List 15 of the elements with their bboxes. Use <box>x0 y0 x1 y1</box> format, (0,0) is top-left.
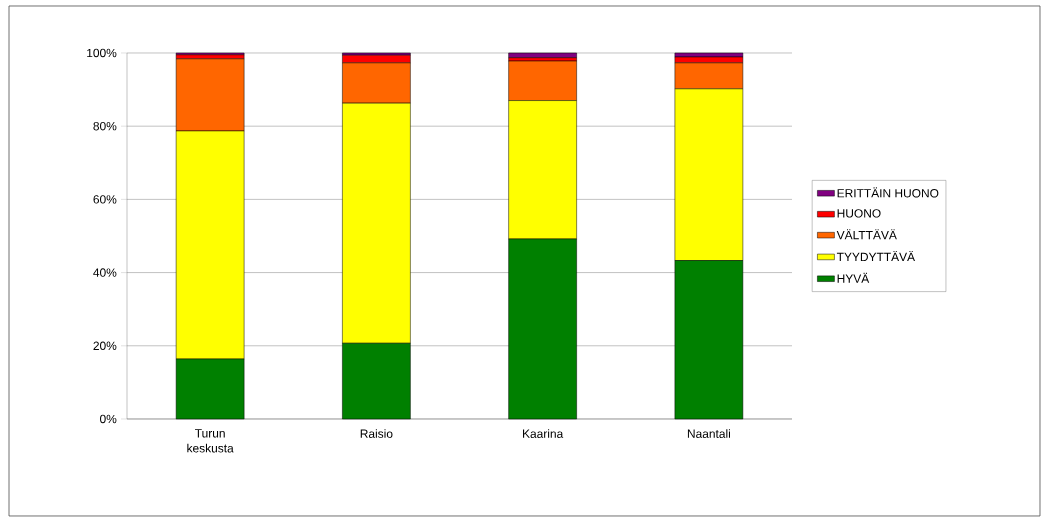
y-tick-label: 60% <box>93 195 117 204</box>
legend-label: HUONO <box>837 209 881 218</box>
x-tick-label: Raisio <box>360 429 393 438</box>
x-tick-label: Naantali <box>687 429 730 438</box>
x-tick-label: Kaarina <box>523 429 564 438</box>
y-tick-label: 40% <box>93 268 117 277</box>
legend-label: VÄLTTÄVÄ <box>836 229 897 240</box>
y-tick-label: 80% <box>93 121 117 131</box>
legend-label: HYVÄ <box>837 272 870 283</box>
y-tick-label: 20% <box>93 341 117 351</box>
x-tick-label: Turun keskusta <box>187 429 234 453</box>
legend-label: ERITTÄIN HUONO <box>837 187 939 198</box>
legend-label: TYYDYTTÄVÄ <box>836 251 916 262</box>
y-tick-label: 0% <box>100 414 117 424</box>
y-tick-label: 100% <box>87 48 117 58</box>
